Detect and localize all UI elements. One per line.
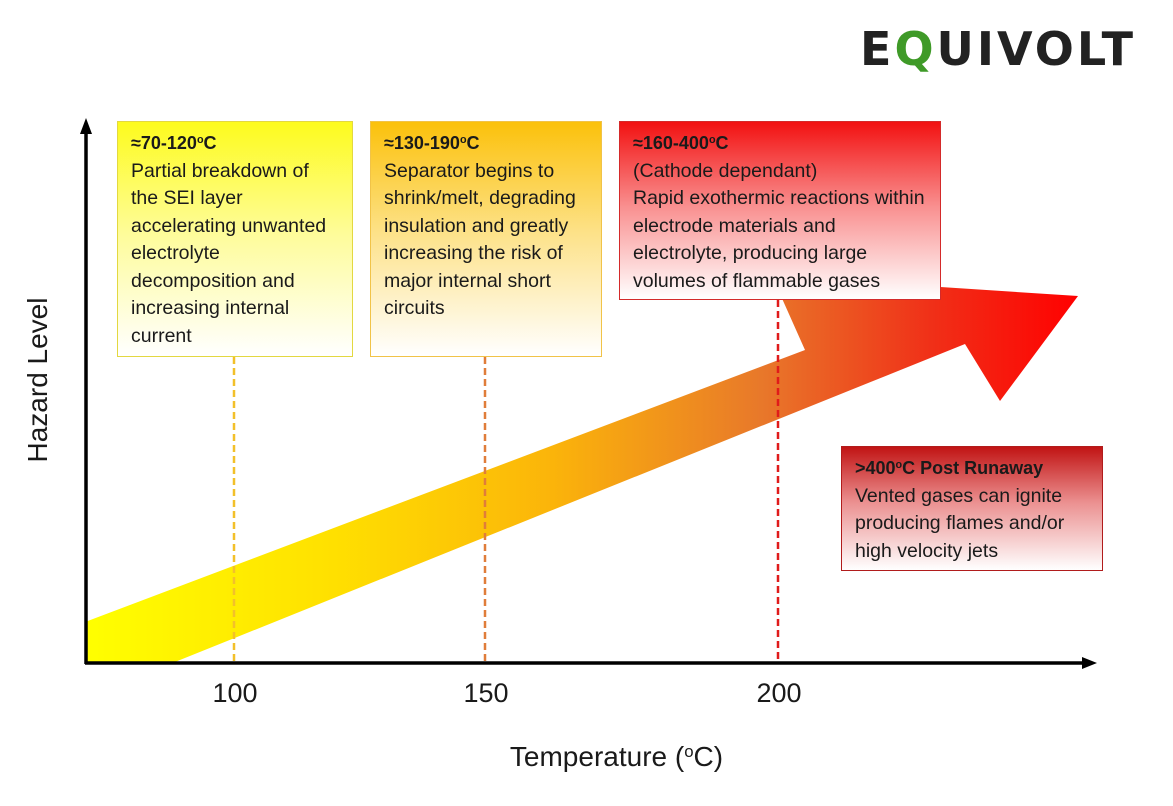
stage-description: Partial breakdown of the SEI layer accel… [131,159,327,347]
stage-header: >400oC Post Runaway [855,458,1044,478]
hazard-arrow [85,276,1078,664]
stage-box-post-runaway: >400oC Post Runaway Vented gases can ign… [841,446,1103,571]
x-tick-100: 100 [212,678,258,708]
stage-header: ≈160-400oC [633,133,729,153]
stage-description: Rapid exothermic reactions within electr… [633,187,925,292]
stage-description: Vented gases can ignite producing flames… [855,484,1065,562]
y-axis-label: Hazard Level [22,297,53,463]
equivolt-logo: EQUIVOLT [860,22,1136,76]
stage-box-separator-melt: ≈130-190oC Separator begins to shrink/me… [370,121,602,357]
stage-box-sei-breakdown: ≈70-120oC Partial breakdown of the SEI l… [117,121,353,357]
stage-subheader: (Cathode dependant) [633,159,818,182]
stage-header: ≈70-120oC [131,133,217,153]
x-axis-arrowhead [1082,657,1097,669]
stage-box-exothermic-reactions: ≈160-400oC (Cathode dependant) Rapid exo… [619,121,941,300]
x-tick-200: 200 [756,678,802,708]
stage-description: Separator begins to shrink/melt, degradi… [384,159,576,320]
x-tick-150: 150 [463,678,509,708]
logo-q-accent: Q [894,22,937,76]
y-axis-arrowhead [80,118,92,134]
x-axis-label: Temperature (oC) [509,741,724,772]
stage-header: ≈130-190oC [384,133,480,153]
